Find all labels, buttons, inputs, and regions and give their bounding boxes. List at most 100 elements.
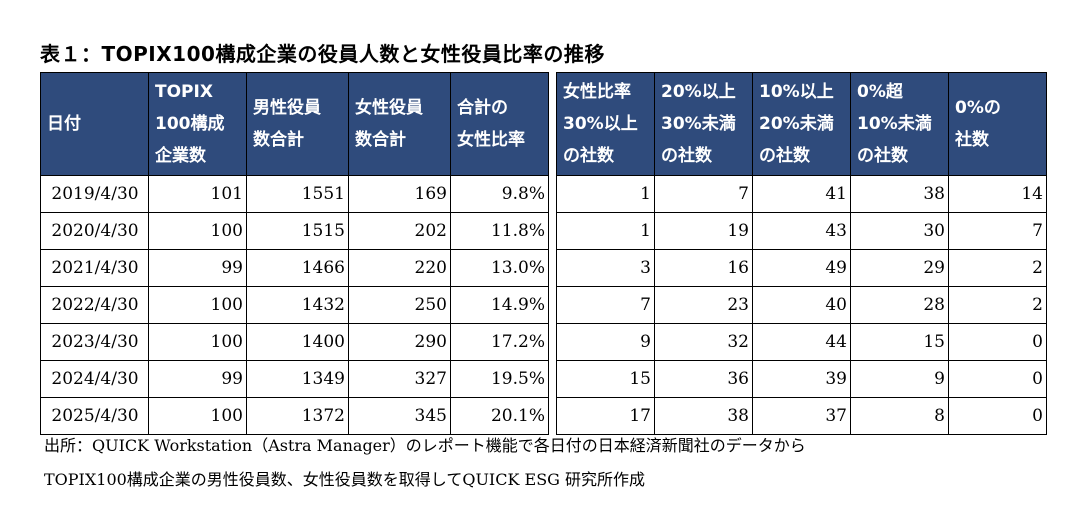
left-cell-date: 2021/4/30 [40,249,149,287]
right-header-row: 女性比率 30%以上の社数 20%以上 30%未満 の社数 10%以上 20%未満の社数 0%… [556,72,1047,176]
left-cell-female: 290 [348,323,451,361]
right-header-0-line-0: 女性比率 [563,82,631,102]
right-header-2-line-1: 20%未満 [759,114,834,134]
table-title: 表１：TOPIX100構成企業の役員人数と女性役員比率の推移 [40,42,605,66]
left-cell-date: 2022/4/30 [40,286,149,324]
right-cell-zero: 14 [948,175,1047,213]
right-cell-r30: 15 [556,360,655,398]
right-cell-r10: 41 [752,175,851,213]
left-cell-ratio: 17.2% [450,323,549,361]
right-cell-r20: 36 [654,360,753,398]
right-cell-r0: 38 [850,175,949,213]
right-header-1: 20%以上 30%未満 の社数 [654,72,753,176]
right-header-2: 10%以上 20%未満の社数 [752,72,851,176]
right-header-3-line-0: 0%超 [857,82,903,102]
left-header-4-line-0: 合計の [457,98,508,118]
table-row: 2023/4/30 100 1400 290 17.2% [40,323,549,361]
right-cell-r10: 44 [752,323,851,361]
right-header-4: 0%の 社数 [948,72,1047,176]
table-row: 2020/4/30 100 1515 202 11.8% [40,212,549,250]
right-header-0: 女性比率 30%以上の社数 [556,72,655,176]
left-cell-companies: 100 [148,323,247,361]
right-header-2-line-0: 10%以上 [759,82,834,102]
table-row: 3 16 49 29 2 [556,249,1047,287]
left-cell-female: 220 [348,249,451,287]
right-cell-r30: 7 [556,286,655,324]
right-cell-zero: 0 [948,397,1047,435]
left-cell-ratio: 19.5% [450,360,549,398]
right-header-4-line-1: 社数 [955,130,989,150]
source-note-line-2: TOPIX100構成企業の男性役員数、女性役員数を取得してQUICK ESG 研… [44,470,646,489]
left-cell-companies: 100 [148,212,247,250]
table-row: 2021/4/30 99 1466 220 13.0% [40,249,549,287]
table-row: 1 7 41 38 14 [556,175,1047,213]
left-header-1-line-0: TOPIX [155,82,213,102]
right-cell-r10: 40 [752,286,851,324]
right-cell-r10: 37 [752,397,851,435]
table-row: 2022/4/30 100 1432 250 14.9% [40,286,549,324]
left-header-1-line-2: 企業数 [155,146,206,166]
right-cell-zero: 7 [948,212,1047,250]
left-cell-date: 2024/4/30 [40,360,149,398]
left-cell-male: 1349 [246,360,349,398]
left-header-3-line-1: 数合計 [355,130,406,150]
right-header-0-line-1: 30%以上 [563,114,638,134]
right-header-3-line-1: 10%未満 [857,114,932,134]
right-cell-r20: 16 [654,249,753,287]
left-cell-companies: 101 [148,175,247,213]
left-cell-date: 2023/4/30 [40,323,149,361]
left-header-0: 日付 [40,72,149,176]
left-cell-male: 1515 [246,212,349,250]
right-cell-r0: 30 [850,212,949,250]
right-header-3: 0%超 10%未満 の社数 [850,72,949,176]
right-header-2-line-2: の社数 [759,146,810,166]
left-cell-female: 327 [348,360,451,398]
table-row: 2024/4/30 99 1349 327 19.5% [40,360,549,398]
left-cell-date: 2025/4/30 [40,397,149,435]
left-cell-female: 169 [348,175,451,213]
right-cell-r0: 28 [850,286,949,324]
left-cell-female: 202 [348,212,451,250]
left-header-2-line-1: 数合計 [253,130,304,150]
left-cell-ratio: 20.1% [450,397,549,435]
left-cell-date: 2019/4/30 [40,175,149,213]
right-cell-r10: 39 [752,360,851,398]
right-cell-r30: 17 [556,397,655,435]
right-cell-zero: 2 [948,286,1047,324]
left-cell-female: 250 [348,286,451,324]
table-row: 2019/4/30 101 1551 169 9.8% [40,175,549,213]
left-header-row: 日付 TOPIX 100構成 企業数 男性役員 数合計 女性役員 数合計 合計の 女性比率 [40,72,549,176]
left-cell-companies: 100 [148,286,247,324]
left-header-4-line-1: 女性比率 [457,130,525,150]
right-cell-r0: 8 [850,397,949,435]
source-note-line-1: 出所：QUICK Workstation（Astra Manager）のレポート… [44,436,806,455]
left-cell-male: 1372 [246,397,349,435]
right-cell-r10: 49 [752,249,851,287]
left-cell-ratio: 11.8% [450,212,549,250]
left-cell-male: 1432 [246,286,349,324]
left-cell-companies: 99 [148,249,247,287]
left-cell-male: 1466 [246,249,349,287]
left-table-body: 2019/4/30 101 1551 169 9.8% 2020/4/30 100 1515 2… [40,175,549,435]
left-header-0-line-0: 日付 [47,114,81,134]
table-row: 9 32 44 15 0 [556,323,1047,361]
left-cell-ratio: 14.9% [450,286,549,324]
left-cell-male: 1551 [246,175,349,213]
left-header-2-line-0: 男性役員 [253,98,321,118]
right-cell-r10: 43 [752,212,851,250]
table-row: 17 38 37 8 0 [556,397,1047,435]
right-cell-r20: 38 [654,397,753,435]
right-cell-r30: 1 [556,212,655,250]
left-header-2: 男性役員 数合計 [246,72,349,176]
right-cell-r0: 15 [850,323,949,361]
right-cell-r30: 3 [556,249,655,287]
right-header-0-line-2: の社数 [563,146,614,166]
right-cell-r30: 9 [556,323,655,361]
left-header-3: 女性役員 数合計 [348,72,451,176]
table-row: 15 36 39 9 0 [556,360,1047,398]
right-cell-r20: 32 [654,323,753,361]
left-header-3-line-0: 女性役員 [355,98,423,118]
left-cell-date: 2020/4/30 [40,212,149,250]
right-header-1-line-1: 30%未満 [661,114,736,134]
right-cell-zero: 0 [948,360,1047,398]
